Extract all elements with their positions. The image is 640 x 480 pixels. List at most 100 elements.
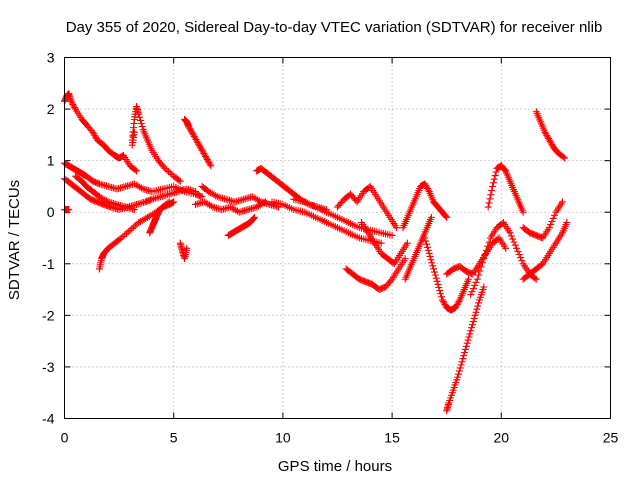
data-point <box>458 358 466 366</box>
data-point <box>423 243 431 251</box>
data-point <box>502 244 510 252</box>
data-point <box>423 240 431 248</box>
data-point <box>137 116 145 124</box>
data-point <box>461 345 469 353</box>
data-point <box>472 308 480 316</box>
data-point <box>197 145 205 153</box>
data-point <box>135 110 143 118</box>
data-point <box>435 284 443 292</box>
data-point <box>476 267 484 275</box>
data-point <box>198 146 206 154</box>
data-point <box>183 244 191 252</box>
data-point <box>544 134 552 142</box>
data-point <box>92 133 100 141</box>
series-arc-08 <box>128 128 138 149</box>
data-point <box>532 275 540 283</box>
data-point <box>427 213 435 221</box>
data-point <box>473 305 481 313</box>
data-point <box>511 241 519 249</box>
data-point <box>124 228 132 236</box>
data-point <box>421 234 429 242</box>
chart-title: Day 355 of 2020, Sidereal Day-to-day VTE… <box>66 19 603 36</box>
data-point <box>128 225 136 233</box>
x-tick-label: 0 <box>61 430 69 446</box>
data-point <box>517 254 525 262</box>
data-point <box>421 180 429 188</box>
data-point <box>431 271 439 279</box>
data-point <box>551 211 559 219</box>
data-point <box>261 198 269 206</box>
data-point <box>164 167 172 175</box>
data-point <box>437 290 445 298</box>
data-point <box>201 151 209 159</box>
data-point <box>131 166 139 174</box>
data-point <box>563 219 571 227</box>
data-point <box>464 336 472 344</box>
data-point <box>544 133 552 141</box>
data-point <box>471 281 479 289</box>
data-point <box>515 251 523 259</box>
data-point <box>191 134 199 142</box>
data-point <box>428 259 436 267</box>
data-point <box>490 175 498 183</box>
data-point <box>161 164 169 172</box>
series-arc-19 <box>342 255 409 294</box>
series-arc-09 <box>146 198 173 237</box>
plot-frame <box>64 57 611 419</box>
data-point <box>506 229 514 237</box>
data-point <box>200 149 208 157</box>
data-point <box>457 361 465 369</box>
data-point <box>489 179 497 187</box>
data-point <box>260 199 268 207</box>
data-point <box>65 206 73 214</box>
series-arc-14 <box>224 213 259 239</box>
data-point <box>440 299 448 307</box>
data-point <box>546 138 554 146</box>
data-point <box>377 239 385 247</box>
data-point <box>388 231 396 239</box>
data-point <box>427 256 435 264</box>
data-point <box>126 226 134 234</box>
data-point <box>429 262 437 270</box>
data-point <box>194 139 202 147</box>
data-point <box>185 123 193 131</box>
data-point <box>468 321 476 329</box>
data-point <box>423 184 431 192</box>
y-tick-label: 0 <box>47 204 55 220</box>
series-arc-25 <box>443 234 510 278</box>
data-point <box>202 154 210 162</box>
data-point <box>468 324 476 332</box>
data-point <box>137 184 145 192</box>
data-point <box>430 265 438 273</box>
data-point <box>468 288 476 296</box>
series-arc-10 <box>176 239 191 263</box>
data-point <box>89 128 97 136</box>
data-point <box>195 142 203 150</box>
data-point <box>130 223 138 231</box>
data-point <box>489 182 497 190</box>
data-point <box>481 251 489 259</box>
data-point <box>175 176 183 184</box>
data-point <box>137 120 145 128</box>
data-point <box>455 297 463 305</box>
series-arc-12 <box>198 182 283 211</box>
data-point <box>250 214 258 222</box>
data-point <box>192 135 200 143</box>
y-axis-label: SDTVAR / TECUs <box>6 180 23 300</box>
data-point <box>456 364 464 372</box>
data-point <box>474 302 482 310</box>
data-point <box>90 130 98 138</box>
data-point <box>203 156 211 164</box>
data-point <box>509 235 517 243</box>
data-point <box>486 195 494 203</box>
data-point <box>452 302 460 310</box>
y-tick-label: -1 <box>42 256 55 272</box>
series-arc-29 <box>532 108 569 162</box>
data-point <box>548 217 556 225</box>
data-point <box>117 234 125 242</box>
x-tick-label: 25 <box>603 430 619 446</box>
data-point <box>68 99 76 107</box>
data-point <box>453 301 461 309</box>
data-point <box>187 126 195 134</box>
